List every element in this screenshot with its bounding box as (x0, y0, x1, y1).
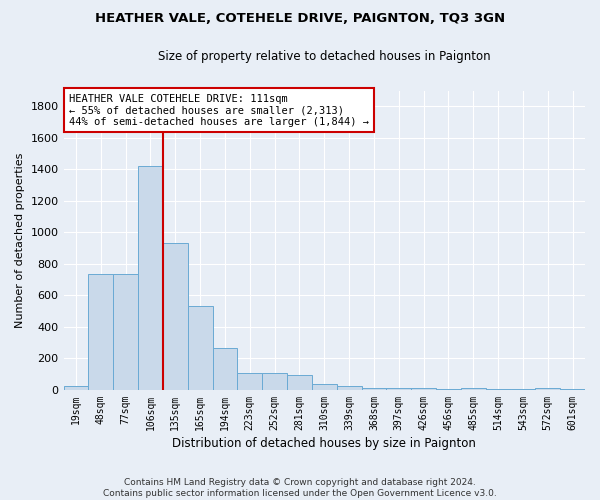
Bar (312, 384, 337, 390)
Bar (386, 388, 411, 390)
Bar (188, 306, 212, 390)
X-axis label: Distribution of detached houses by size in Paignton: Distribution of detached houses by size … (172, 437, 476, 450)
Bar (560, 389, 585, 390)
Title: Size of property relative to detached houses in Paignton: Size of property relative to detached ho… (158, 50, 491, 63)
Bar (138, 166, 163, 390)
Bar (436, 389, 461, 390)
Bar (287, 375, 312, 390)
Bar (461, 388, 485, 390)
Bar (337, 386, 362, 390)
Bar (238, 372, 262, 390)
Bar (113, 274, 138, 390)
Y-axis label: Number of detached properties: Number of detached properties (15, 152, 25, 328)
Bar (535, 388, 560, 390)
Bar (262, 372, 287, 390)
Bar (163, 242, 188, 390)
Bar (212, 348, 238, 390)
Bar (411, 388, 436, 390)
Bar (485, 389, 511, 390)
Bar (88, 274, 113, 390)
Bar (511, 389, 535, 390)
Bar (64, 386, 88, 390)
Text: HEATHER VALE, COTEHELE DRIVE, PAIGNTON, TQ3 3GN: HEATHER VALE, COTEHELE DRIVE, PAIGNTON, … (95, 12, 505, 26)
Bar (362, 388, 386, 390)
Text: HEATHER VALE COTEHELE DRIVE: 111sqm
← 55% of detached houses are smaller (2,313): HEATHER VALE COTEHELE DRIVE: 111sqm ← 55… (69, 94, 369, 126)
Text: Contains HM Land Registry data © Crown copyright and database right 2024.
Contai: Contains HM Land Registry data © Crown c… (103, 478, 497, 498)
